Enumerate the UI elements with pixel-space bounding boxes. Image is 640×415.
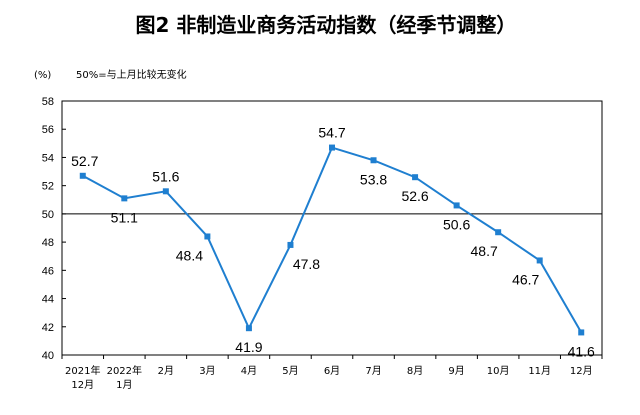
- data-label: 47.8: [293, 256, 320, 272]
- y-tick-label: 50: [42, 209, 54, 221]
- data-point: [79, 172, 86, 179]
- data-point: [204, 233, 211, 240]
- y-tick-label: 42: [42, 322, 54, 334]
- x-tick-label: 4月: [241, 365, 257, 377]
- data-point: [162, 188, 169, 195]
- data-labels: 52.7 51.1 51.6 48.4 41.9 47.8 54.7 53.8 52.6 50.6…: [71, 125, 595, 360]
- x-tick-label: 1月: [116, 379, 132, 391]
- y-tick-label: 44: [42, 294, 54, 306]
- data-label: 50.6: [443, 216, 470, 232]
- x-tick-label: 2021年: [65, 364, 100, 377]
- x-tick-label: 2022年: [107, 364, 142, 377]
- x-tick-label: 11月: [528, 365, 551, 377]
- data-label: 53.8: [360, 171, 387, 187]
- x-axis: 2021年 12月 2022年 1月 2月 3月 4月 5月 6月 7月 8月 9月 10月 11月 12月: [61, 355, 603, 391]
- data-point: [578, 329, 585, 336]
- x-tick-label: 5月: [282, 365, 298, 377]
- x-tick-label: 10月: [487, 365, 510, 377]
- data-label: 52.6: [401, 188, 428, 204]
- data-label: 48.7: [471, 243, 498, 259]
- y-tick-label: 46: [42, 265, 54, 277]
- data-point: [245, 325, 252, 332]
- data-point: [121, 195, 128, 202]
- x-tick-label: 7月: [365, 365, 381, 377]
- data-label: 41.9: [235, 339, 262, 355]
- y-tick-label: 54: [42, 152, 54, 164]
- y-tick-label: 58: [42, 96, 54, 108]
- data-point: [495, 229, 502, 236]
- data-points: [79, 144, 585, 336]
- chart-title: 图2 非制造业商务活动指数（经季节调整）: [136, 13, 517, 37]
- data-label: 46.7: [512, 271, 539, 287]
- y-tick-label: 40: [42, 350, 54, 362]
- data-label: 48.4: [176, 247, 203, 263]
- data-label: 41.6: [568, 343, 595, 359]
- y-tick-label: 52: [42, 181, 54, 193]
- data-point: [412, 174, 419, 181]
- y-unit-label: (%): [34, 70, 51, 81]
- y-tick-label: 48: [42, 237, 54, 249]
- data-label: 51.6: [152, 168, 179, 184]
- data-point: [536, 257, 543, 264]
- x-tick-label: 9月: [448, 365, 464, 377]
- data-point: [329, 144, 335, 151]
- data-label: 51.1: [111, 209, 138, 225]
- y-axis: 40 42 44 46 48 50 52 54 56 58: [42, 96, 66, 362]
- data-label: 52.7: [71, 153, 98, 169]
- x-tick-label: 12月: [71, 379, 94, 391]
- x-tick-label: 6月: [324, 365, 340, 377]
- x-tick-label: 12月: [570, 365, 593, 377]
- data-point: [453, 202, 460, 209]
- x-tick-label: 8月: [407, 365, 423, 377]
- data-point: [287, 241, 294, 248]
- x-tick-label: 3月: [199, 365, 215, 377]
- data-point: [370, 157, 377, 164]
- plot-frame: [61, 100, 603, 356]
- x-tick-label: 2月: [158, 365, 174, 377]
- data-label: 54.7: [318, 125, 345, 141]
- reference-note: 50%=与上月比较无变化: [76, 68, 187, 81]
- y-tick-label: 56: [42, 124, 54, 136]
